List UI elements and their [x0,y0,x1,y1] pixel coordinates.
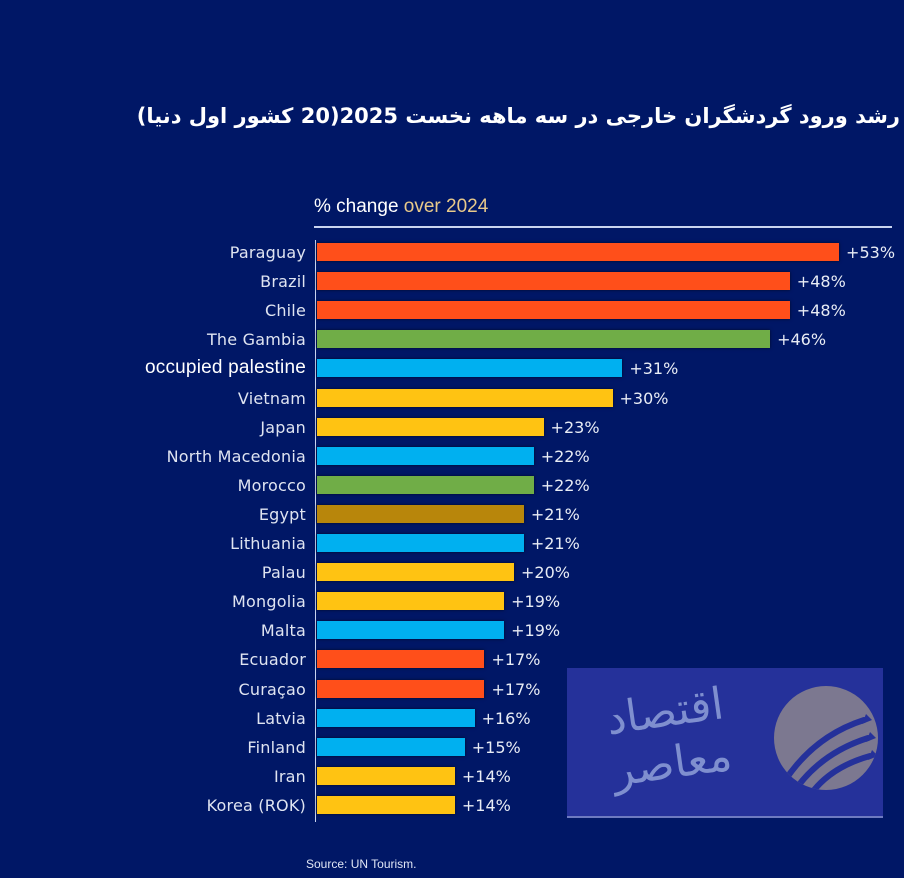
bar [317,737,465,756]
value-label: +17% [491,650,541,670]
bar [317,475,534,494]
category-label: Paraguay [229,243,306,262]
bar [317,708,475,727]
bar [317,679,485,698]
value-label: +20% [521,563,570,583]
category-label: Palau [261,563,306,583]
value-label: +30% [619,388,669,408]
chart-subtitle: % change over 2024 [314,196,488,218]
category-label: Mongolia [232,592,306,612]
bar [317,621,505,640]
category-label: Ecuador [239,650,306,670]
category-label: Malta [260,621,306,641]
bar-row: occupied palestine +31% [0,356,904,385]
value-label: +31% [629,359,679,379]
value-label: +48% [796,301,846,321]
value-label: +46% [777,330,827,350]
bar [317,388,613,407]
value-label: +21% [530,504,580,524]
value-label: +15% [471,737,521,757]
value-label: +21% [530,534,580,553]
category-label: Korea (ROK) [206,795,306,815]
bar [317,592,505,611]
bar [317,650,485,669]
category-label: The Gambia [206,330,306,350]
bar-row: Finland +15% [0,735,904,764]
y-axis-line [315,240,316,822]
category-label: North Macedonia [166,446,306,466]
category-label: Egypt [258,504,306,524]
bar [317,534,524,552]
header-rule [314,226,892,228]
bar [317,446,534,465]
value-label: +48% [796,272,846,292]
category-label: Japan [260,417,306,437]
value-label: +23% [550,417,600,437]
source-note: Source: UN Tourism. [306,857,417,871]
bar [317,272,790,291]
bar-row: Palau +20% [0,560,904,589]
bar [317,795,455,814]
bar-row: Mongolia +19% [0,589,904,618]
subtitle-prefix: % change [314,196,404,217]
category-label: occupied palestine [145,357,306,379]
watermark: اقتصاد معاصر [567,668,883,818]
value-label: +22% [540,475,590,495]
bar-row: Vietnam +30% [0,386,904,415]
bar-row: Latvia +16% [0,706,904,735]
bar [317,417,544,436]
bar [317,330,771,349]
category-label: Lithuania [230,534,306,553]
value-label: +19% [511,592,561,612]
category-label: Morocco [237,475,306,495]
bar-row: Curaçao +17% [0,677,904,706]
value-label: +22% [540,446,590,466]
bar [317,301,790,320]
bar [317,563,514,582]
chart-title: رشد ورود گردشگران خارجی در سه ماهه نخست … [136,104,900,128]
bar-row: Morocco +22% [0,473,904,502]
bar-row: Iran +14% [0,764,904,793]
value-label: +14% [461,766,511,786]
arrows-circle-logo-icon [774,686,878,790]
bar-row: Ecuador +17% [0,647,904,676]
category-label: Curaçao [238,679,306,699]
bar-row: Japan +23% [0,415,904,444]
category-label: Iran [273,766,306,786]
category-label: Chile [264,301,306,321]
bar-row: Brazil +48% [0,269,904,298]
bar-row: Egypt +21% [0,502,904,531]
value-label: +16% [481,708,531,728]
bar [317,359,623,378]
subtitle-accent: over 2024 [403,196,489,217]
bar [317,504,524,523]
bar-row: Paraguay +53% [0,240,904,269]
bar-row: Malta +19% [0,618,904,647]
bar-row: North Macedonia +22% [0,444,904,473]
category-label: Vietnam [237,388,306,408]
bar-row: The Gambia +46% [0,327,904,356]
bar [317,766,455,785]
value-label: +19% [511,621,561,641]
value-label: +17% [491,679,541,699]
watermark-text: اقتصاد معاصر [603,678,736,797]
value-label: +14% [461,795,511,815]
category-label: Brazil [260,272,306,292]
bar [317,243,840,261]
bar-row: Lithuania +21% [0,531,904,560]
value-label: +53% [846,243,896,262]
bar-row: Korea (ROK) +14% [0,793,904,822]
bar-row: Chile +48% [0,298,904,327]
category-label: Finland [247,737,306,757]
category-label: Latvia [256,708,306,728]
